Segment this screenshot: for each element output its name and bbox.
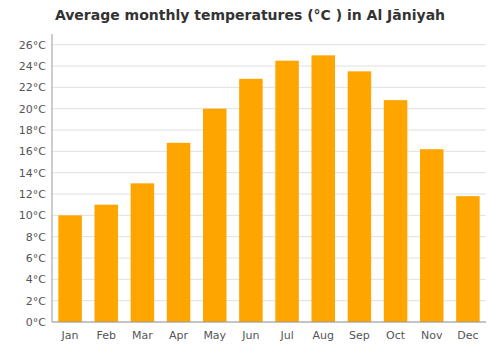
bar bbox=[239, 79, 263, 322]
x-tick-label: Apr bbox=[169, 329, 189, 342]
x-tick-label: Jan bbox=[61, 329, 79, 342]
y-tick-label: 18°C bbox=[19, 124, 46, 137]
y-tick-label: 4°C bbox=[26, 273, 46, 286]
grid-line bbox=[52, 322, 486, 323]
y-tick-label: 6°C bbox=[26, 252, 46, 265]
x-tick-label: Mar bbox=[132, 329, 153, 342]
grid-line bbox=[52, 87, 486, 88]
bar bbox=[311, 55, 335, 322]
y-tick-label: 10°C bbox=[19, 209, 46, 222]
bar bbox=[384, 100, 408, 322]
y-tick-label: 22°C bbox=[19, 81, 46, 94]
y-tick-label: 26°C bbox=[19, 39, 46, 52]
x-tick-label: Dec bbox=[457, 329, 478, 342]
bar bbox=[94, 205, 118, 322]
y-tick-label: 16°C bbox=[19, 145, 46, 158]
x-tick-label: Aug bbox=[313, 329, 334, 342]
x-tick-label: Jul bbox=[279, 329, 293, 342]
chart: Average monthly temperatures (°C ) in Al… bbox=[0, 0, 500, 350]
y-tick-label: 2°C bbox=[26, 295, 46, 308]
grid-line bbox=[52, 108, 486, 109]
x-tick-label: Jun bbox=[241, 329, 259, 342]
bar bbox=[203, 109, 227, 322]
bar bbox=[131, 183, 155, 322]
x-tick-label: Feb bbox=[97, 329, 116, 342]
y-tick-label: 0°C bbox=[26, 316, 46, 329]
x-tick-label: May bbox=[203, 329, 226, 342]
y-tick-label: 20°C bbox=[19, 103, 46, 116]
bar bbox=[275, 61, 299, 322]
title: Average monthly temperatures (°C ) in Al… bbox=[55, 7, 445, 23]
y-axis-line bbox=[52, 34, 53, 322]
grid-line bbox=[52, 66, 486, 67]
grid-line bbox=[52, 130, 486, 131]
bar bbox=[58, 215, 82, 322]
x-tick-label: Nov bbox=[421, 329, 443, 342]
bar bbox=[167, 143, 191, 322]
y-tick-label: 24°C bbox=[19, 60, 46, 73]
x-axis-line bbox=[52, 322, 486, 323]
x-tick-label: Oct bbox=[386, 329, 406, 342]
y-tick-label: 14°C bbox=[19, 167, 46, 180]
bar bbox=[348, 71, 372, 322]
bar bbox=[456, 196, 480, 322]
grid-line bbox=[52, 44, 486, 45]
y-tick-label: 8°C bbox=[26, 231, 46, 244]
bars bbox=[58, 55, 479, 322]
x-tick-label: Sep bbox=[349, 329, 370, 342]
y-tick-label: 12°C bbox=[19, 188, 46, 201]
bar bbox=[420, 149, 444, 322]
